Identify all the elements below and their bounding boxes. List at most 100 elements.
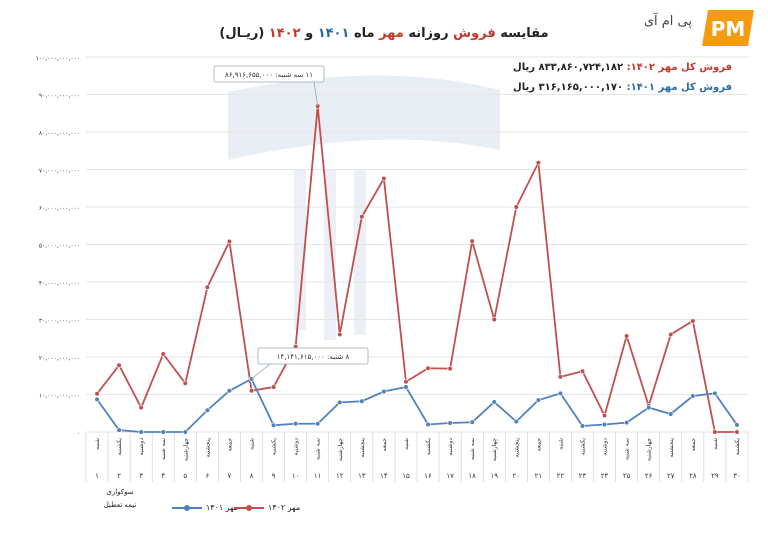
x-day-label: ۱۵: [402, 472, 410, 480]
x-weekday-label: دوشنبه: [293, 438, 300, 456]
x-day-label: ۲۵: [623, 472, 631, 480]
y-tick-label: ۷۰,۰۰۰,۰۰۰,۰۰۰: [39, 168, 80, 175]
x-day-label: ۱۲: [336, 472, 344, 480]
data-point: [226, 388, 233, 394]
title-part: ۱۴۰۲: [268, 26, 301, 41]
data-point: [690, 393, 696, 399]
data-point: [381, 175, 387, 182]
data-point: [535, 397, 541, 403]
legend-label-1401: مهر ۱۴۰۱: [206, 503, 239, 512]
data-point: [513, 204, 519, 210]
title-part: (ریـال): [219, 26, 269, 41]
data-point: [248, 388, 255, 394]
x-day-label: ۴: [161, 472, 165, 480]
summary-1402: فروش کل مهر ۱۴۰۲: ۸۳۳,۸۶۰,۷۲۴,۱۸۲ ریال: [513, 62, 732, 73]
y-tick-label: ۸۰,۰۰۰,۰۰۰,۰۰۰: [39, 130, 80, 137]
summary-1401: فروش کل مهر ۱۴۰۱: ۳۱۶,۱۶۵,۰۰۰,۱۷۰ ریال: [513, 82, 732, 93]
x-day-label: ۱۳: [358, 472, 366, 480]
data-point: [712, 429, 718, 435]
x-weekday-label: دوشنبه: [138, 438, 145, 456]
callout-text: ۱۱ سه شنبه: ۸۶,۹۱۶,۶۵۵,۰۰۰: [225, 71, 313, 79]
data-point: [138, 405, 144, 411]
data-point: [668, 331, 674, 338]
holiday-note: سوکواری نیمه تعطیل: [95, 486, 145, 512]
x-day-label: ۳: [139, 472, 143, 480]
x-day-label: ۷: [228, 472, 232, 480]
y-tick-label: ۵۰,۰۰۰,۰۰۰,۰۰۰: [39, 243, 80, 250]
x-weekday-label: چهارشنبه: [491, 438, 498, 461]
x-day-label: ۱۱: [314, 472, 322, 480]
data-point: [624, 420, 630, 426]
data-point: [425, 421, 431, 428]
data-point: [624, 333, 630, 339]
data-point: [425, 365, 431, 371]
x-day-label: ۱۷: [446, 472, 454, 480]
x-day-label: ۳۰: [733, 472, 741, 480]
y-tick-label: ۴۰,۰۰۰,۰۰۰,۰۰۰: [39, 280, 80, 287]
y-tick-label: ۹۰,۰۰۰,۰۰۰,۰۰۰: [39, 93, 80, 100]
x-weekday-label: یکشنبه: [425, 438, 432, 456]
x-day-label: ۲۴: [601, 472, 609, 480]
data-point: [381, 388, 387, 395]
data-point: [94, 396, 100, 402]
x-day-label: ۲۱: [535, 472, 543, 480]
x-weekday-label: چهارشنبه: [646, 438, 653, 461]
summary-1402-value: ۸۳۳,۸۶۰,۷۲۴,۱۸۲ ریال: [513, 62, 624, 73]
legend-item-1402: مهر ۱۴۰۲: [234, 503, 300, 512]
data-point: [359, 214, 365, 220]
data-point: [734, 422, 740, 428]
data-point: [557, 374, 564, 380]
x-weekday-label: جمعه: [381, 438, 388, 452]
x-weekday-label: یکشنبه: [271, 438, 278, 456]
x-weekday-label: جمعه: [690, 438, 697, 452]
x-day-label: ۲: [117, 472, 121, 480]
title-part: مقایسه: [495, 26, 549, 41]
data-point: [579, 368, 586, 374]
x-day-label: ۶: [205, 472, 209, 480]
callout-leader: [251, 363, 271, 380]
x-day-label: ۱۸: [468, 472, 476, 480]
title-part: ماه: [349, 26, 380, 41]
data-point: [94, 391, 100, 397]
y-tick-label: ۱۰,۰۰۰,۰۰۰,۰۰۰: [39, 393, 80, 400]
data-point: [646, 405, 652, 411]
x-weekday-label: سه شنبه: [469, 438, 476, 460]
data-point: [293, 421, 299, 427]
x-weekday-label: جمعه: [535, 438, 542, 452]
data-point: [116, 362, 122, 368]
x-weekday-label: پنجشنبه: [359, 438, 366, 458]
chart-title: مقایسه فروش روزانه مهر ماه ۱۴۰۱ و ۱۴۰۲ (…: [0, 26, 768, 41]
data-point: [359, 398, 365, 404]
holiday-note-line1: سوکواری: [106, 488, 134, 496]
data-point: [601, 412, 608, 419]
x-weekday-label: پنجشنبه: [668, 438, 675, 458]
brand-name: پی ام آی: [643, 14, 692, 29]
x-day-label: ۱۹: [490, 472, 498, 480]
data-point: [204, 284, 210, 290]
legend-item-1401: مهر ۱۴۰۱: [172, 503, 238, 512]
data-point: [447, 366, 453, 372]
x-weekday-label: سه شنبه: [624, 438, 631, 460]
x-day-label: ۲۷: [667, 472, 675, 480]
data-point: [557, 390, 564, 396]
x-weekday-label: چهارشنبه: [182, 438, 189, 461]
x-weekday-label: یکشنبه: [580, 438, 587, 456]
legend-swatch-1402: [234, 504, 264, 511]
x-day-label: ۹: [272, 472, 276, 480]
series-line: [96, 377, 738, 433]
data-point: [160, 351, 166, 357]
data-point: [535, 160, 541, 166]
pmi-logo: PM: [702, 10, 754, 46]
x-weekday-label: جمعه: [226, 438, 233, 452]
x-day-label: ۱۶: [424, 472, 432, 480]
x-day-label: ۱۰: [292, 472, 300, 480]
summary-1401-value: ۳۱۶,۱۶۵,۰۰۰,۱۷۰ ریال: [513, 82, 624, 93]
callout-text: ۸ شنبه: ۱۴,۱۴۱,۶۱۵,۰۰۰: [277, 353, 350, 361]
x-day-label: ۲۳: [579, 472, 587, 480]
x-weekday-label: سه شنبه: [315, 438, 322, 460]
data-point: [337, 331, 343, 338]
data-point: [579, 423, 586, 429]
data-point: [160, 429, 166, 435]
callout-box: [257, 347, 369, 365]
